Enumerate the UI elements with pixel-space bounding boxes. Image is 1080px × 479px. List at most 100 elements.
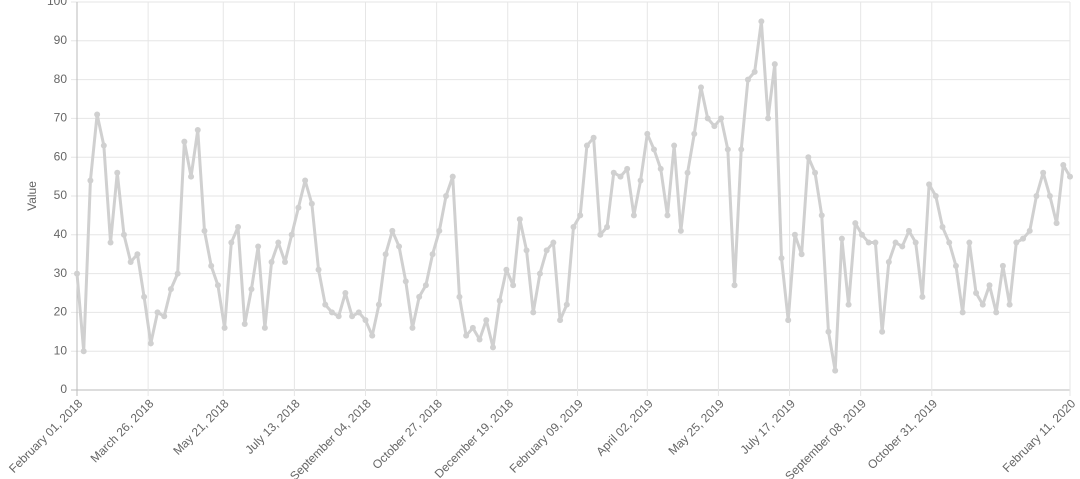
data-point [711,123,718,130]
y-tick-label: 60 [54,149,68,163]
data-point [899,243,906,250]
data-point [530,309,537,316]
data-point [704,115,711,122]
data-point [94,111,101,118]
data-point [892,239,899,246]
data-point [577,212,584,219]
data-point [1040,169,1047,176]
data-point [402,278,409,285]
data-point [349,313,356,320]
data-point [691,130,698,137]
data-point [275,239,282,246]
data-point [973,290,980,296]
data-point [362,317,369,324]
data-point [570,224,577,231]
data-point [436,227,443,234]
data-point [255,243,262,250]
data-point [114,169,121,176]
data-point [261,324,268,331]
data-point [993,309,1000,316]
data-point [147,340,154,347]
data-point [999,262,1006,269]
y-tick-label: 80 [54,72,68,86]
data-point [1006,301,1013,308]
x-tick-label: February 11, 2020 [1000,396,1079,475]
data-point [597,231,604,238]
data-point [845,301,852,308]
data-point [456,293,463,300]
data-point [939,224,946,231]
y-tick-label: 100 [47,0,67,8]
data-point [664,212,671,219]
data-point [838,235,845,242]
data-point [651,146,658,153]
data-point [872,239,879,246]
data-point [161,313,168,320]
x-tick-label: May 21, 2018 [170,396,232,458]
data-point [986,282,993,289]
data-point [469,324,476,331]
data-point [188,173,195,180]
data-point [778,255,785,262]
data-point [302,177,309,184]
x-tick-label: April 02, 2019 [593,396,655,458]
data-point [449,173,456,180]
data-point [583,142,590,149]
data-point [429,251,436,258]
data-point [979,301,986,308]
data-point [617,173,624,180]
data-point [905,227,912,234]
data-point [543,247,550,254]
data-point [107,239,114,246]
data-point [489,344,496,351]
data-point [308,200,315,207]
x-tick-label: February 09, 2019 [507,396,586,475]
x-tick-label: December 19, 2018 [432,396,517,479]
data-point [281,258,288,265]
data-point [268,258,275,265]
data-point [235,224,242,231]
data-point [671,142,678,149]
data-point [590,134,597,141]
y-tick-label: 40 [54,227,68,241]
data-point [624,165,631,172]
data-point [1067,173,1073,180]
data-point [409,324,416,331]
x-tick-label: July 17, 2019 [738,396,799,457]
data-point [342,290,349,296]
data-point [295,204,302,211]
y-tick-label: 0 [60,382,67,396]
data-point [859,231,866,238]
x-tick-label: July 13, 2018 [242,396,303,457]
data-point [463,332,470,339]
data-point [510,282,517,289]
data-point [134,251,141,258]
data-point [697,84,704,91]
data-point [476,336,483,343]
data-point [926,181,933,188]
data-point [865,239,872,246]
data-point [952,262,959,269]
x-tick-label: February 01, 2018 [6,396,85,475]
data-point [369,332,376,339]
data-point [1053,220,1060,227]
data-point [1060,161,1067,168]
data-point [912,239,919,246]
data-point [221,324,228,331]
data-point [181,138,188,145]
data-point [557,317,564,324]
x-tick-label: May 25, 2019 [665,396,727,458]
data-point [389,227,396,234]
data-point [174,270,181,277]
data-point [503,266,510,273]
data-point [758,18,765,25]
data-point [315,266,322,273]
data-point [832,367,839,374]
data-point [765,115,772,122]
data-point [208,262,215,269]
y-tick-label: 70 [54,111,68,125]
x-tick-label: October 27, 2018 [370,396,446,472]
data-point [644,130,651,137]
data-point [87,177,94,184]
